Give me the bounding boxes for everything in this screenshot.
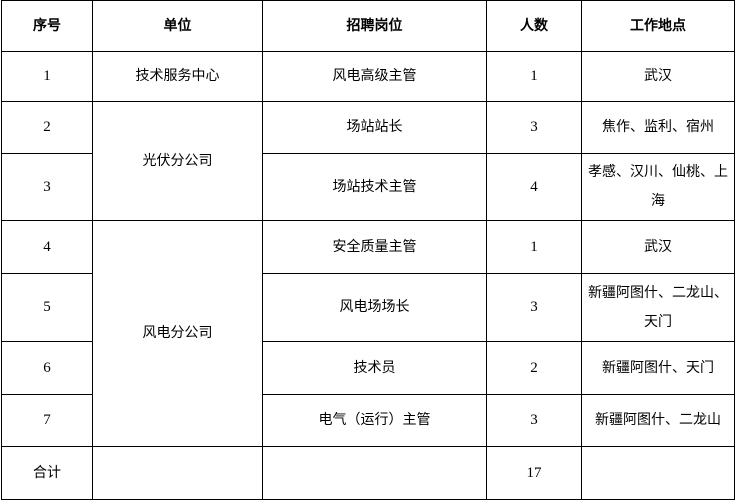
table-row: 5 风电场场长 3 新疆阿图什、二龙山、天门	[1, 273, 735, 342]
total-position-empty	[262, 446, 487, 500]
cell-no: 5	[1, 273, 93, 342]
table-row: 2 光伏分公司 场站站长 3 焦作、监利、宿州	[1, 101, 735, 221]
cell-count: 3	[486, 101, 582, 154]
table-row: 6 技术员 2 新疆阿图什、天门	[1, 341, 735, 395]
cell-unit: 光伏分公司	[92, 101, 263, 221]
total-location-empty	[581, 446, 735, 500]
cell-no: 3	[1, 153, 93, 221]
cell-count: 4	[486, 153, 582, 221]
cell-location: 新疆阿图什、二龙山	[581, 394, 735, 447]
cell-count: 3	[486, 394, 582, 447]
cell-no: 1	[1, 51, 93, 102]
cell-location: 武汉	[581, 51, 735, 102]
header-no: 序号	[1, 0, 93, 52]
cell-position: 安全质量主管	[262, 220, 487, 274]
cell-position: 场站技术主管	[262, 153, 487, 221]
cell-count: 1	[486, 51, 582, 102]
table-row: 3 场站技术主管 4 孝感、汉川、仙桃、上海	[1, 153, 735, 221]
total-row: 合计 17	[1, 446, 735, 500]
cell-location: 新疆阿图什、二龙山、天门	[581, 273, 735, 342]
cell-location: 焦作、监利、宿州	[581, 101, 735, 154]
cell-count: 2	[486, 341, 582, 395]
cell-no: 7	[1, 394, 93, 447]
header-location: 工作地点	[581, 0, 735, 52]
cell-unit: 风电分公司	[92, 220, 263, 447]
cell-position: 电气（运行）主管	[262, 394, 487, 447]
cell-position: 风电高级主管	[262, 51, 487, 102]
cell-count: 1	[486, 220, 582, 274]
cell-location: 新疆阿图什、天门	[581, 341, 735, 395]
total-unit-empty	[92, 446, 263, 500]
cell-no: 4	[1, 220, 93, 274]
header-position: 招聘岗位	[262, 0, 487, 52]
cell-location: 孝感、汉川、仙桃、上海	[581, 153, 735, 221]
cell-location: 武汉	[581, 220, 735, 274]
cell-position: 技术员	[262, 341, 487, 395]
cell-no: 6	[1, 341, 93, 395]
header-count: 人数	[486, 0, 582, 52]
header-unit: 单位	[92, 0, 263, 52]
cell-count: 3	[486, 273, 582, 342]
cell-no: 2	[1, 101, 93, 154]
cell-unit: 技术服务中心	[92, 51, 263, 102]
table-row: 1 技术服务中心 风电高级主管 1 武汉	[1, 51, 735, 102]
cell-position: 风电场场长	[262, 273, 487, 342]
total-label: 合计	[1, 446, 93, 500]
header-row: 序号 单位 招聘岗位 人数 工作地点	[1, 0, 735, 52]
total-count: 17	[486, 446, 582, 500]
table-row: 4 风电分公司 安全质量主管 1 武汉	[1, 220, 735, 447]
cell-position: 场站站长	[262, 101, 487, 154]
